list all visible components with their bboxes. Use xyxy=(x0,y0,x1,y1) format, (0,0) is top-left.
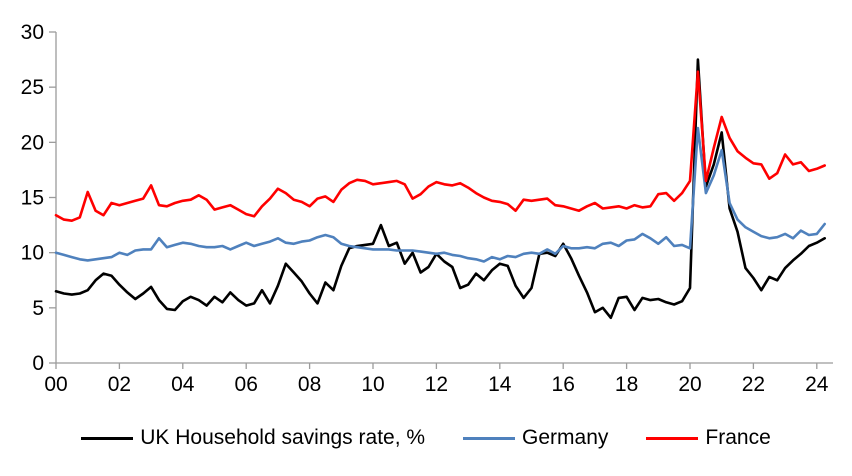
uk-line-swatch xyxy=(81,436,134,440)
x-tick-label: 08 xyxy=(298,373,321,396)
chart-legend: UK Household savings rate, % Germany Fra… xyxy=(0,400,852,476)
legend-item-germany: Germany xyxy=(463,426,608,450)
y-tick-label: 15 xyxy=(21,187,44,210)
x-tick-label: 16 xyxy=(552,373,575,396)
y-tick-label: 30 xyxy=(21,21,44,44)
y-tick-label: 5 xyxy=(32,297,44,320)
x-tick-label: 10 xyxy=(361,373,384,396)
series-line-0 xyxy=(54,58,827,320)
chart-plot-area: 0 5 10 15 20 25 30 00 02 04 06 08 10 12 14 16 18 20 22 24 xyxy=(21,21,833,396)
y-tick-label: 25 xyxy=(21,76,44,99)
series-line-2 xyxy=(54,70,827,222)
x-tick-label: 02 xyxy=(108,373,131,396)
x-tick-label: 14 xyxy=(488,373,512,396)
legend-item-uk: UK Household savings rate, % xyxy=(81,426,425,450)
germany-line-swatch xyxy=(463,436,516,440)
x-tick-label: 18 xyxy=(615,373,638,396)
france-legend-label: France xyxy=(705,426,771,449)
germany-legend-label: Germany xyxy=(522,426,609,449)
france-line-swatch xyxy=(646,436,699,440)
axes xyxy=(49,31,833,369)
y-tick-label: 0 xyxy=(32,352,44,375)
x-tick-label: 22 xyxy=(742,373,765,396)
series-line-1 xyxy=(54,126,827,263)
x-tick-label: 24 xyxy=(805,373,829,396)
legend-item-france: France xyxy=(646,426,771,450)
x-tick-label: 20 xyxy=(678,373,701,396)
x-tick-label: 06 xyxy=(235,373,258,396)
x-tick-label: 12 xyxy=(425,373,448,396)
y-tick-label: 20 xyxy=(21,131,44,154)
x-tick-label: 04 xyxy=(171,373,195,396)
y-tick-label: 10 xyxy=(21,242,44,265)
uk-legend-label: UK Household savings rate, % xyxy=(140,426,426,449)
x-tick-label: 00 xyxy=(44,373,67,396)
